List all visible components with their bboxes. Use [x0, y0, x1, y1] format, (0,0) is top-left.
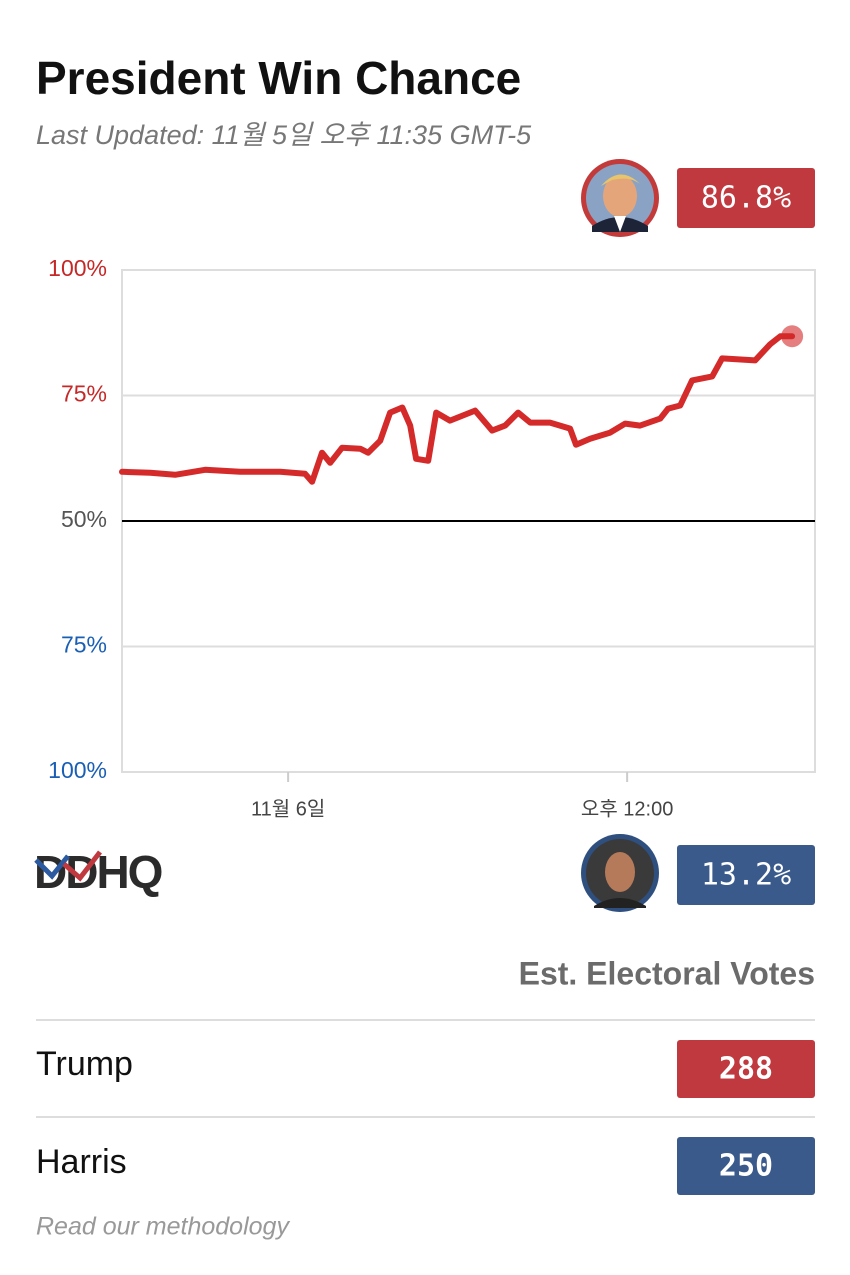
x-tick-label: 오후 12:00 — [581, 797, 673, 820]
latest-point — [781, 325, 804, 348]
title: President Win Chance — [36, 52, 521, 104]
y-tick-label: 75% — [61, 632, 107, 658]
trump-odds: 86.8% — [701, 181, 791, 216]
ev-title: Est. Electoral Votes — [519, 955, 815, 991]
logo: DDHQ — [34, 846, 164, 898]
y-tick-label: 75% — [61, 381, 107, 407]
trump-portrait — [581, 159, 659, 237]
ev-badge — [677, 1137, 815, 1195]
win-chance-line — [119, 333, 796, 485]
ev-value: 250 — [719, 1149, 773, 1184]
harris-portrait — [581, 834, 659, 912]
y-tick-label: 100% — [48, 757, 107, 783]
ev-name: Trump — [36, 1045, 133, 1083]
chart: 100% 75% 50% 75% 100% 11월 6일 오후 12:00 — [48, 255, 815, 820]
trump-odds-badge — [677, 168, 815, 228]
subtitle: Last Updated: 11월 5일 오후 11:35 GMT-5 — [36, 120, 532, 150]
x-tick-label: 11월 6일 — [251, 797, 325, 820]
ev-name: Harris — [36, 1143, 127, 1181]
methodology-link[interactable]: Read our methodology — [36, 1213, 290, 1241]
y-tick-label: 100% — [48, 255, 107, 281]
y-tick-label: 50% — [61, 506, 107, 532]
harris-odds-badge — [677, 845, 815, 905]
ev-value: 288 — [719, 1052, 773, 1087]
ev-badge — [677, 1040, 815, 1098]
harris-odds: 13.2% — [701, 858, 791, 893]
